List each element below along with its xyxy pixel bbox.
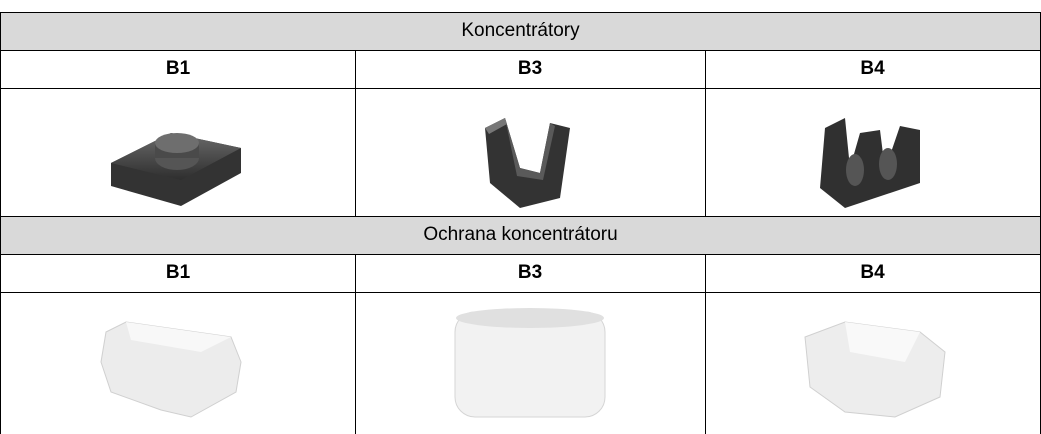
table-border [705, 254, 706, 434]
product-image [820, 118, 920, 208]
table-border [0, 12, 1, 434]
table-border [0, 254, 1041, 255]
table-border [355, 50, 356, 216]
product-image [111, 133, 241, 206]
column-header: B4 [860, 262, 885, 283]
column-header: B1 [165, 262, 191, 283]
product-image [485, 118, 570, 208]
column-header: B3 [517, 58, 543, 79]
section-title: Koncentrátory [1, 12, 1040, 50]
product-image [804, 321, 946, 418]
table-border [0, 12, 1041, 13]
column-header: B1 [165, 58, 191, 79]
table-border [0, 88, 1041, 89]
column-header: B4 [860, 58, 885, 79]
product-image [100, 321, 242, 418]
table-border [0, 292, 1041, 293]
table-border [705, 50, 706, 216]
table-border [0, 50, 1041, 51]
column-header: B3 [517, 262, 543, 283]
table-border [355, 254, 356, 434]
product-image [454, 308, 606, 418]
section-title: Ochrana koncentrátoru [1, 216, 1040, 254]
table-border [0, 216, 1041, 217]
